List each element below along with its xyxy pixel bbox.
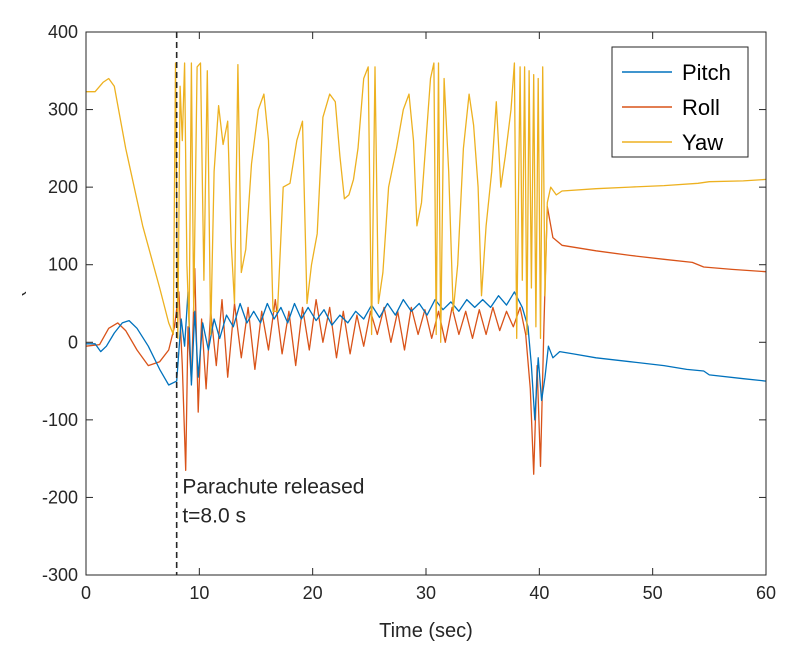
x-tick-label-30: 30: [416, 583, 436, 603]
y-tick-label--100: -100: [42, 410, 78, 430]
y-tick-label-0: 0: [68, 332, 78, 352]
y-tick-label-200: 200: [48, 177, 78, 197]
legend-label-pitch: Pitch: [682, 60, 731, 85]
y-tick-label-300: 300: [48, 100, 78, 120]
annotation-parachute-released: Parachute released: [182, 476, 364, 499]
x-tick-label-10: 10: [189, 583, 209, 603]
series-layer: [85, 62, 767, 475]
x-tick-label-20: 20: [303, 583, 323, 603]
legend: Pitch Roll Yaw: [611, 46, 749, 158]
y-tick-label-400: 400: [48, 22, 78, 42]
series-line-pitch: [86, 291, 767, 421]
series-line-yaw: [86, 62, 767, 343]
legend-label-yaw: Yaw: [682, 130, 723, 155]
x-tick-label-50: 50: [643, 583, 663, 603]
x-axis-title: Time (sec): [379, 620, 473, 642]
legend-box: [611, 46, 749, 158]
x-tick-label-0: 0: [81, 583, 91, 603]
y-tick-label-100: 100: [48, 255, 78, 275]
y-axis-title: Angle (deg): [5, 251, 27, 354]
tick-layer: 0 10 20 30 40 50 60 -300 -200 -100 0 100 200 300 400: [42, 22, 776, 603]
y-tick-label--200: -200: [42, 487, 78, 507]
annotation-release-time: t=8.0 s: [182, 504, 246, 527]
y-tick-label--300: -300: [42, 565, 78, 585]
legend-label-roll: Roll: [682, 95, 720, 120]
x-tick-label-40: 40: [529, 583, 549, 603]
x-tick-label-60: 60: [756, 583, 776, 603]
y-axis-title-clip-group: Angle (deg): [5, 251, 27, 354]
